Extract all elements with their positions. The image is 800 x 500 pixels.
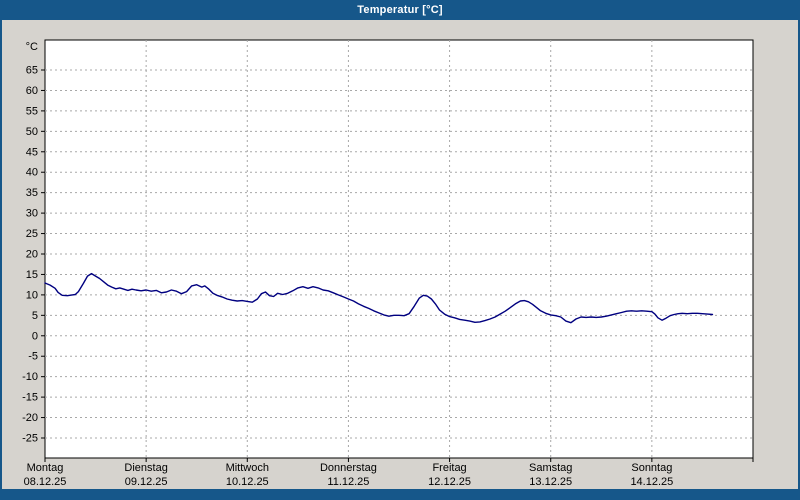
y-tick-label: 35 (26, 187, 38, 199)
y-tick-label: 25 (26, 228, 38, 240)
y-tick-label: 15 (26, 269, 38, 281)
y-tick-label: -20 (22, 412, 38, 424)
x-day-date-label: 09.12.25 (125, 476, 168, 488)
y-tick-label: 40 (26, 167, 38, 179)
x-day-name-label: Samstag (529, 462, 572, 474)
x-day-date-label: 10.12.25 (226, 476, 269, 488)
x-day-name-label: Sonntag (631, 462, 672, 474)
y-tick-label: 55 (26, 105, 38, 117)
y-tick-label: 0 (32, 330, 38, 342)
y-tick-label: -10 (22, 371, 38, 383)
x-day-name-label: Donnerstag (320, 462, 377, 474)
x-day-name-label: Freitag (432, 462, 466, 474)
x-day-name-label: Mittwoch (226, 462, 269, 474)
y-tick-label: -25 (22, 433, 38, 445)
x-day-date-label: 08.12.25 (24, 476, 67, 488)
y-tick-label: 60 (26, 85, 38, 97)
plot-area (44, 39, 754, 459)
y-tick-label: 5 (32, 310, 38, 322)
window-title-bar: Temperatur [°C] (0, 0, 800, 20)
y-tick-label: 20 (26, 249, 38, 261)
y-axis-unit-label: °C (26, 41, 38, 53)
x-day-name-label: Dienstag (124, 462, 167, 474)
y-tick-label: 65 (26, 65, 38, 77)
y-tick-label: 50 (26, 126, 38, 138)
bottom-bar (0, 489, 800, 500)
y-tick-label: -15 (22, 392, 38, 404)
x-day-name-label: Montag (27, 462, 64, 474)
y-tick-label: 45 (26, 146, 38, 158)
y-tick-label: -5 (28, 351, 38, 363)
y-tick-label: 10 (26, 289, 38, 301)
x-day-date-label: 13.12.25 (529, 476, 572, 488)
y-tick-label: 30 (26, 208, 38, 220)
x-day-date-label: 11.12.25 (327, 476, 369, 488)
x-day-date-label: 14.12.25 (630, 476, 673, 488)
temperature-line-series (44, 272, 714, 324)
x-day-date-label: 12.12.25 (428, 476, 471, 488)
window-title: Temperatur [°C] (357, 4, 443, 16)
